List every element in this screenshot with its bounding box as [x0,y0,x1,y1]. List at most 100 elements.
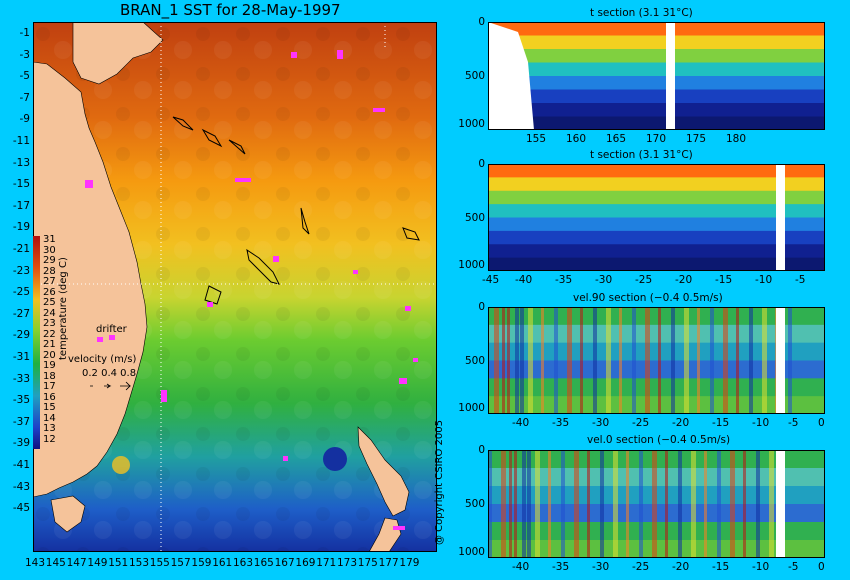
section-x-tick: -30 [592,417,610,429]
lon-tick-label: 151 [108,557,129,569]
lon-tick-label: 161 [212,557,233,569]
section-x-tick: 155 [526,133,547,145]
lon-tick-label: 153 [129,557,150,569]
warm-eddy [112,456,130,474]
lon-tick-label: 145 [45,557,66,569]
lat-tick-label: -5 [19,70,30,83]
colorbar-label: 15 [43,402,56,413]
section-x-tick: 160 [566,133,587,145]
temperature-colorbar [33,236,40,449]
lon-tick-label: 149 [87,557,108,569]
colorbar-label: 20 [43,349,56,361]
section-x-tick: -20 [672,561,690,573]
lat-tick-label: -3 [19,48,30,61]
colorbar-label: 17 [43,381,56,392]
lat-tick-label: -31 [12,351,30,363]
section-depth-tick: 0 [478,158,485,170]
section-x-tick: 180 [726,133,747,145]
section-x-tick: -25 [635,274,653,286]
section-x-tick: -40 [512,561,530,573]
section-x-tick: -10 [752,561,770,573]
lat-tick-label: -13 [12,156,30,169]
section-x-tick: -10 [752,417,770,429]
velocity-arrows [90,381,131,391]
lon-tick-label: 167 [274,557,295,569]
lon-tick-label: 147 [66,557,87,569]
lon-tick-label: 143 [25,557,46,569]
section-x-tick: -25 [632,417,650,429]
section-x-tick: -40 [512,417,530,429]
section-x-tick: -35 [552,417,570,429]
page-title: BRAN_1 SST for 28-May-1997 [120,1,341,19]
lon-tick-label: 173 [337,557,358,569]
colorbar-label: 13 [43,423,56,434]
colorbar-label: 25 [43,297,56,308]
lat-tick-label: -41 [12,459,30,471]
section-x-tick: -5 [788,561,799,573]
section-panel-title: vel.0 section (−0.4 0.5m/s) [587,434,731,446]
lat-tick-label: -23 [12,264,30,277]
pacific-islands [172,116,420,305]
section-depth-tick: 500 [464,354,485,367]
lat-tick-label: -35 [12,394,30,407]
section-x-tick: 0 [818,417,825,429]
lat-tick-label: -39 [12,437,30,450]
colorbar-label: 28 [43,265,56,277]
nz-north-island [357,426,410,517]
colorbar-label: 19 [43,360,56,371]
section-depth-tick: 1000 [458,259,485,271]
lat-tick-label: -21 [12,243,30,255]
lon-tick-label: 157 [170,557,191,569]
colorbar-label: 16 [43,391,56,403]
velocity-legend-scale: 0.2 0.4 0.8 [82,368,137,379]
section-depth-tick: 500 [464,498,485,510]
colorbar-label: 31 [43,234,56,245]
lon-tick-label: 163 [233,557,254,569]
colorbar-title: temperature (deg C) [58,257,69,360]
new-guinea-land [72,22,164,85]
section-panel-plot [488,164,825,271]
section-x-tick: -35 [555,274,573,286]
lat-tick-label: -25 [12,286,30,299]
section-x-tick: -5 [788,417,799,429]
lat-tick-label: -1 [19,27,30,39]
section-depth-tick: 1000 [458,546,485,558]
section-panel-title: t section (3.1 31°C) [590,7,693,19]
section-x-tick: -40 [515,274,533,286]
copyright-text: @ Copyright CSIRO 2005 [434,420,445,545]
lon-tick-label: 177 [378,557,399,569]
colorbar-label: 18 [43,370,56,382]
lon-tick-label: 159 [191,557,212,569]
lat-tick-label: -9 [19,113,30,126]
section-depth-tick: 500 [464,70,485,82]
lat-tick-label: -7 [19,91,30,104]
section-x-tick: -15 [712,561,730,573]
section-depth-tick: 0 [478,16,485,28]
lon-tick-label: 175 [357,557,378,569]
colorbar-label: 30 [43,244,56,256]
section-panel-plot [488,307,825,414]
section-depth-tick: 0 [478,301,485,313]
section-x-tick: -15 [712,417,730,429]
lat-tick-label: -43 [12,480,30,493]
lat-tick-label: -17 [12,199,30,212]
colorbar-label: 21 [43,339,56,350]
lat-tick-label: -29 [12,329,30,342]
lon-tick-label: 179 [399,557,420,569]
section-x-tick: -20 [675,274,693,286]
colorbar-label: 12 [43,433,56,445]
lat-tick-label: -19 [12,221,30,234]
velocity-legend-title: velocity (m/s) [68,354,137,365]
colorbar-label: 26 [43,286,56,298]
lat-tick-label: -11 [12,135,30,147]
eddy [323,447,347,471]
section-x-tick: -30 [592,561,610,573]
tasmania-land [50,495,86,533]
section-x-tick: 170 [646,133,667,145]
new-caledonia-land [246,248,280,285]
sst-map [33,22,437,552]
drifter-legend-marker [109,335,115,340]
section-panel-title: t section (3.1 31°C) [590,149,693,161]
section-x-tick: 165 [606,133,627,145]
drifter-legend-label: drifter [96,324,127,335]
